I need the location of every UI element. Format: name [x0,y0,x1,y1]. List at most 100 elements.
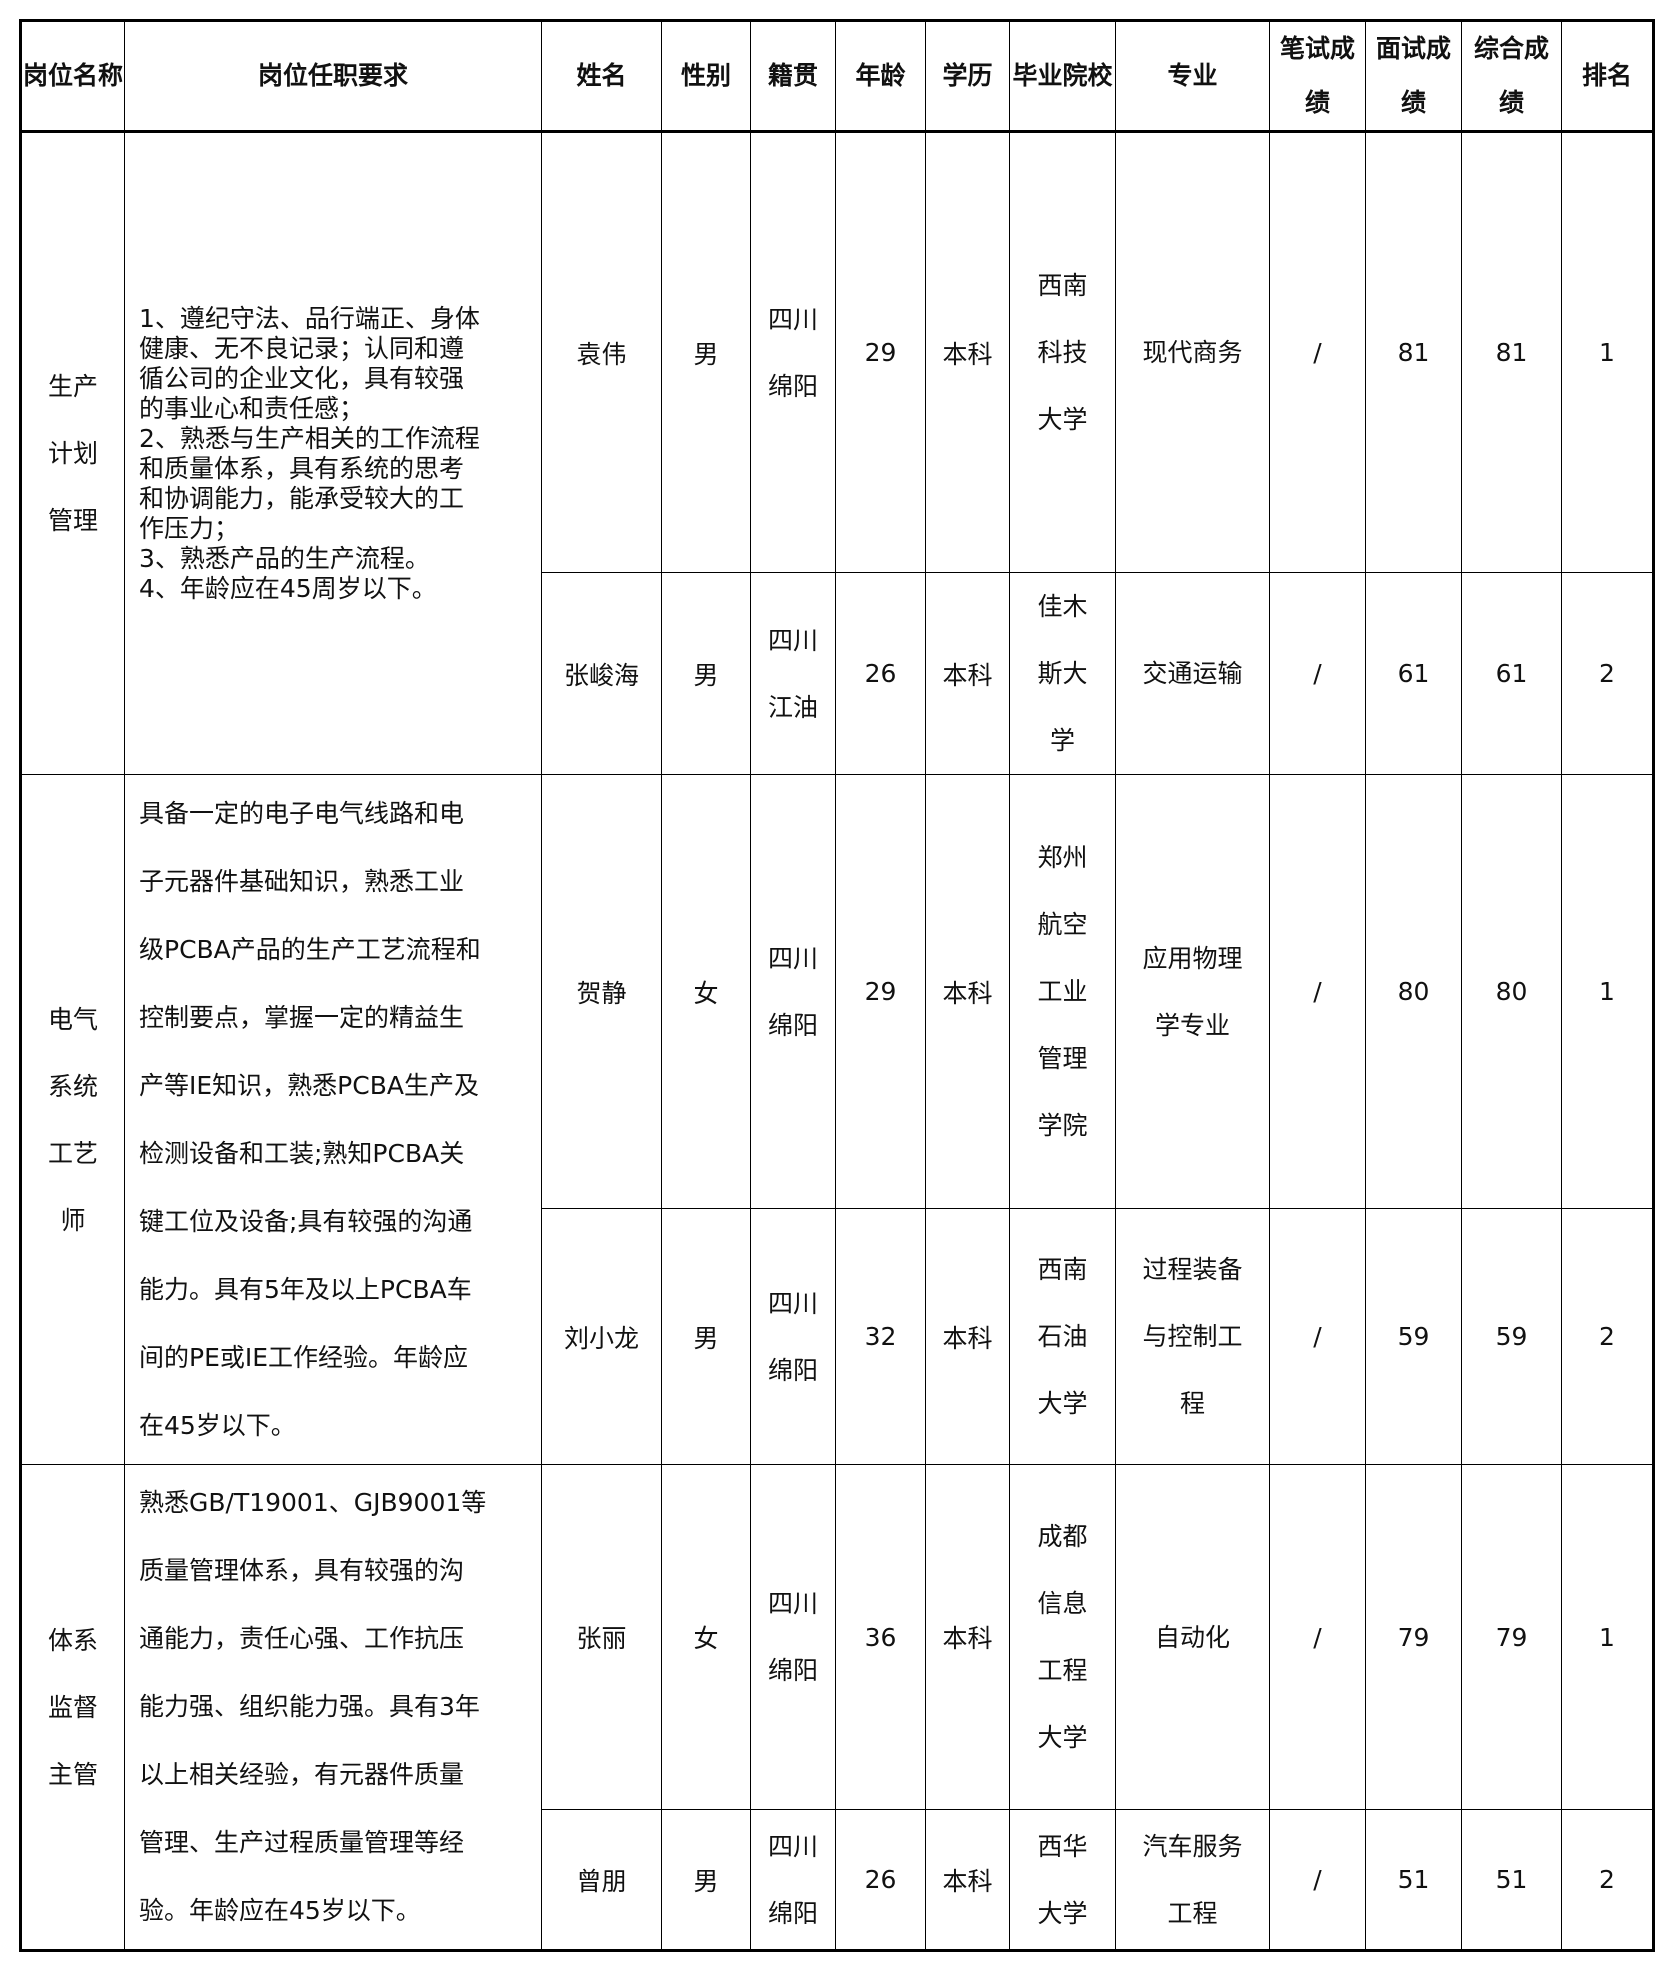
text-line: 成都 [1037,1522,1088,1551]
text-line: 检测设备和工装;熟知PCBA关 [139,1138,465,1168]
text-line: 专业 [1167,61,1218,90]
text-line: 系统 [47,1071,98,1101]
text-line: 产等IE知识，熟悉PCBA生产及 [139,1070,479,1100]
table-row: 体系 监督 主管 熟悉GB/T19001、GJB9001等 质量管理体系，具有较强的沟通… [20,1464,1654,1951]
text-line: 工程 [1037,1656,1088,1685]
text-line: 具备一定的电子电气线路和电 [139,798,465,828]
position-cell: 电气 系统 工艺师 [20,774,125,1465]
text-line: 在45岁以下。 [139,1410,296,1440]
text-line: 绵阳 [767,371,818,401]
header-major: 专业 [1115,20,1270,132]
table-row: 曾朋男四川 绵阳 26 本科 西华 大学 汽车服务 工程/51 51 2 [21,1809,1654,1951]
text-line: 综合 [1473,34,1524,63]
text-line: 名称 [73,61,124,90]
interview-score-cell: 59 [1365,1208,1462,1465]
text-line: 学 [942,61,968,90]
rank-cell: 2 [1561,1208,1654,1465]
text-line: 控制要点，掌握一定的精益生 [139,1002,465,1032]
header-written-score: 笔试成绩 [1269,20,1366,132]
major-cell: 现代商务 [1115,131,1270,573]
text-line: 年龄 [855,61,906,90]
text-line: 工业 [1037,977,1088,1006]
origin-cell: 四川 江油 [750,572,836,775]
gender-cell: 男 [661,572,751,775]
text-line: 生产 [47,372,98,401]
text-line: 郑州 [1037,843,1088,872]
text-line: 以上相关经验，有元器件质量 [139,1760,465,1789]
header-origin: 籍贯 [750,20,836,132]
text-line: 四川 [767,943,818,973]
major-cell: 汽车服务 工程 [1115,1809,1270,1951]
text-line: 管理、生产过程质量管理等经 [139,1828,465,1857]
text-line: 作压力； [139,513,240,543]
name-cell: 刘小龙 [541,1208,662,1465]
school-cell: 郑州 航空 工业 管理 学院 [1009,774,1116,1209]
text-line: 西南 [1037,271,1088,300]
age-cell: 36 [835,1464,926,1810]
education-cell: 本科 [925,774,1010,1209]
text-line: 管理 [1037,1044,1088,1073]
text-line: 四川 [767,1288,818,1318]
name-cell: 张丽 [541,1464,662,1810]
text-line: 熟悉GB/T19001、GJB9001等 [139,1488,487,1517]
gender-cell: 女 [661,774,751,1209]
education-cell: 本科 [925,572,1010,775]
header-rank: 排名 [1561,20,1654,132]
text-line: 4、年龄应在45周岁以下。 [139,573,437,603]
text-line: 主管 [47,1759,98,1789]
text-line: 间的PE或IE工作经验。年龄应 [139,1342,469,1372]
text-line: 和质量体系，具有系统的思考 [139,453,465,483]
name-cell: 张峻海 [541,572,662,775]
table-row: 生产 计划 管理 1、遵纪守法、品行端正、身体 健康、无不良记录；认同和遵 循公司的企业文… [20,131,1654,775]
text-line: 岗位任职要求 [257,61,408,90]
position-cell: 生产 计划 管理 [20,131,125,775]
text-line: 2、熟悉与生产相关的工作流程 [139,423,480,453]
education-cell: 本科 [925,131,1010,573]
name-cell: 曾朋 [541,1809,662,1951]
text-line: 管理 [47,506,98,535]
written-score-cell: / [1269,572,1366,775]
text-line: 汽车服务 [1142,1831,1243,1861]
age-cell: 26 [835,1809,926,1951]
text-line: 1、遵纪守法、品行端正、身体 [139,303,480,333]
text-line: 计划 [47,439,98,468]
gender-cell: 男 [661,1809,751,1951]
rank-cell: 1 [1561,1464,1654,1810]
text-line: 成绩 [1400,34,1452,117]
text-line: 键工位及设备;具有较强的沟通 [139,1206,473,1236]
school-cell: 西华 大学 [1009,1809,1116,1951]
rank-cell: 1 [1561,774,1654,1209]
text-line: 通能力，责任心强、工作抗压 [139,1624,465,1653]
text-line: 大学 [1037,405,1088,434]
text-line: 姓名 [576,61,627,90]
total-score-cell: 59 [1461,1208,1562,1465]
rank-cell: 2 [1561,572,1654,775]
text-line: 学 [1049,726,1075,755]
text-line: 师 [60,1205,86,1235]
origin-cell: 四川 绵阳 [750,1464,836,1810]
text-line: 能力。具有5年及以上PCBA车 [139,1274,472,1304]
text-line: 绵阳 [767,1898,818,1928]
gender-cell: 女 [661,1464,751,1810]
education-cell: 本科 [925,1208,1010,1465]
text-line: 的事业心和责任感； [139,393,365,423]
rank-cell: 2 [1561,1809,1654,1951]
interview-score-cell: 79 [1365,1464,1462,1810]
header-gender: 性别 [661,20,751,132]
education-cell: 本科 [925,1809,1010,1951]
text-line: 石油 [1037,1322,1088,1351]
text-line: 验。年龄应在45岁以下。 [139,1896,421,1925]
text-line: 交通运输 [1142,659,1243,688]
school-cell: 成都 信息 工程 大学 [1009,1464,1116,1810]
major-cell: 过程装备 与控制工程 [1115,1208,1270,1465]
school-cell: 西南 科技 大学 [1009,131,1116,573]
text-line: 绵阳 [767,1355,818,1385]
text-line: 成绩 [1498,34,1550,117]
header-total-score: 综合成绩 [1461,20,1562,132]
text-line: 西南 [1037,1255,1088,1284]
major-cell: 自动化 [1115,1464,1270,1810]
total-score-cell: 79 [1461,1464,1562,1810]
text-line: 质量管理体系，具有较强的沟 [139,1556,465,1585]
text-line: 排名 [1581,61,1632,90]
age-cell: 29 [835,131,926,573]
